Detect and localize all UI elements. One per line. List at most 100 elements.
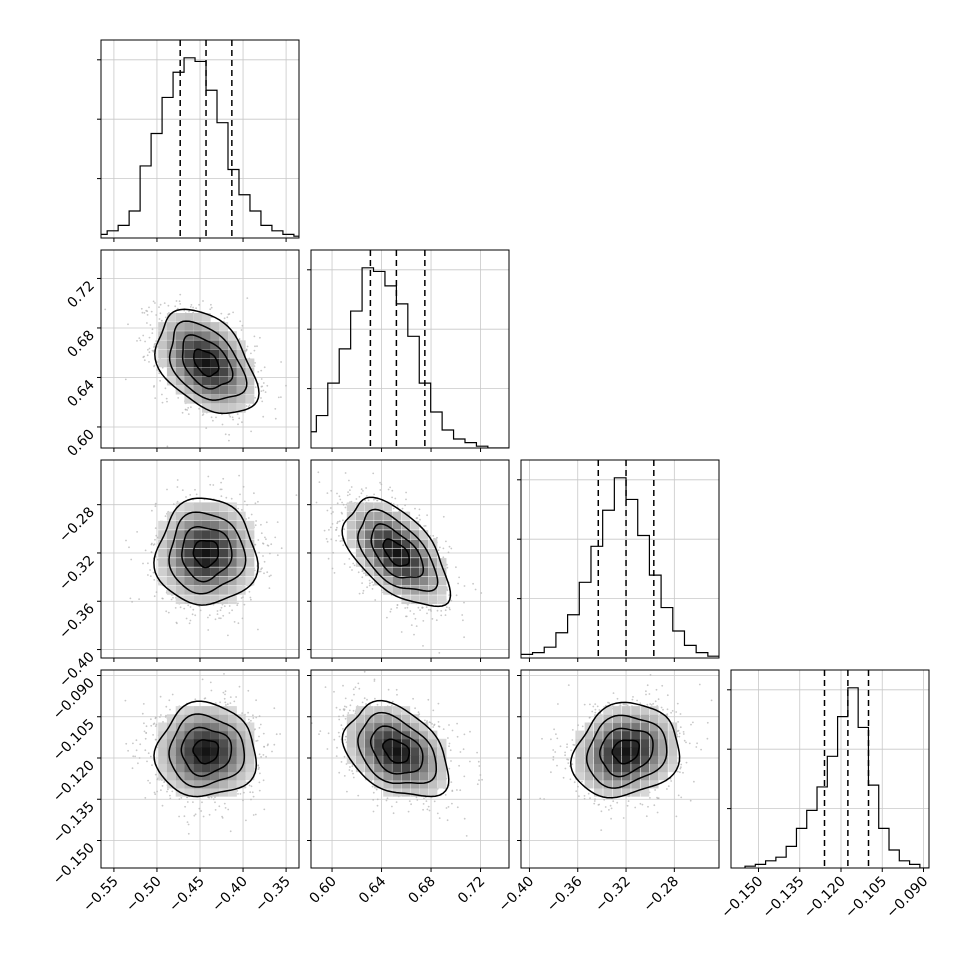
scatter-point bbox=[155, 314, 158, 316]
scatter-point bbox=[662, 708, 664, 711]
scatter-point bbox=[248, 784, 251, 787]
scatter-point bbox=[384, 664, 386, 666]
scatter-point bbox=[410, 803, 412, 806]
scatter-point bbox=[437, 702, 440, 705]
density-cell bbox=[392, 755, 402, 764]
density-cell bbox=[184, 576, 194, 586]
scatter-point bbox=[374, 599, 377, 601]
density-cell bbox=[365, 520, 374, 530]
contour-0 bbox=[193, 348, 220, 378]
scatter-point bbox=[342, 544, 345, 547]
scatter-point bbox=[236, 604, 239, 607]
scatter-point bbox=[374, 697, 376, 700]
density-cell bbox=[236, 520, 246, 530]
density-cell bbox=[175, 771, 185, 781]
scatter-point bbox=[424, 525, 427, 527]
scatter-point bbox=[224, 433, 227, 436]
scatter-point bbox=[676, 702, 679, 705]
scatter-point bbox=[442, 547, 445, 550]
scatter-point bbox=[415, 625, 418, 627]
density-cell bbox=[392, 576, 402, 586]
density-cell bbox=[210, 331, 220, 340]
density-cell bbox=[584, 738, 594, 748]
density-cell bbox=[245, 755, 255, 764]
density-cell bbox=[210, 385, 220, 395]
contour-2 bbox=[357, 711, 438, 785]
density-cell bbox=[175, 747, 185, 756]
scatter-point bbox=[444, 614, 447, 616]
density-cell bbox=[401, 771, 411, 781]
density-cell bbox=[410, 755, 420, 764]
density-cell bbox=[374, 502, 383, 512]
scatter-point bbox=[365, 703, 367, 705]
scatter-point bbox=[609, 804, 612, 807]
scatter-point bbox=[429, 535, 432, 537]
contour-3 bbox=[154, 308, 260, 415]
density-cell bbox=[594, 730, 603, 740]
scatter-point bbox=[266, 384, 269, 387]
scatter-point bbox=[396, 604, 399, 606]
scatter-point bbox=[219, 609, 222, 612]
density-cell bbox=[419, 539, 429, 549]
density-cell bbox=[245, 394, 255, 404]
scatter-point bbox=[636, 699, 638, 702]
density-cell bbox=[184, 502, 194, 512]
scatter-point bbox=[564, 767, 567, 770]
density-cell bbox=[594, 714, 603, 724]
density-cell bbox=[236, 779, 246, 789]
scatter-point bbox=[679, 713, 682, 715]
density-cell bbox=[631, 730, 640, 740]
scatter-point bbox=[138, 598, 141, 600]
scatter-point bbox=[394, 497, 397, 500]
density-cell bbox=[158, 539, 167, 549]
density-cell bbox=[210, 576, 220, 586]
scatter-point bbox=[153, 791, 156, 794]
scatter-point bbox=[677, 721, 679, 723]
scatter-point bbox=[315, 501, 318, 504]
scatter-point bbox=[176, 500, 179, 503]
density-cell bbox=[640, 706, 650, 715]
scatter-point bbox=[677, 770, 679, 773]
panel-0-0 bbox=[97, 39, 300, 242]
scatter-point bbox=[164, 515, 167, 517]
scatter-point bbox=[219, 617, 222, 620]
scatter-point bbox=[477, 760, 480, 763]
density-cell bbox=[166, 349, 176, 359]
scatter-point bbox=[189, 494, 192, 496]
scatter-point bbox=[164, 716, 167, 718]
scatter-point bbox=[679, 726, 682, 729]
density-cell bbox=[621, 714, 631, 724]
scatter-point bbox=[270, 574, 272, 577]
scatter-point bbox=[583, 703, 586, 706]
density-cell bbox=[603, 787, 613, 797]
scatter-point bbox=[212, 484, 215, 486]
scatter-point bbox=[202, 300, 204, 302]
scatter-point bbox=[257, 628, 259, 631]
scatter-point bbox=[357, 794, 360, 797]
scatter-point bbox=[237, 602, 239, 605]
scatter-point bbox=[148, 361, 150, 363]
density-cell bbox=[210, 404, 220, 413]
scatter-point bbox=[336, 492, 338, 495]
scatter-point bbox=[229, 702, 232, 704]
scatter-point bbox=[151, 332, 154, 334]
contour-3 bbox=[341, 699, 450, 798]
scatter-point bbox=[161, 401, 164, 404]
density-cell bbox=[365, 738, 374, 748]
density-cell bbox=[219, 530, 229, 539]
density-cell bbox=[158, 558, 167, 567]
scatter-point bbox=[156, 345, 159, 348]
density-cell bbox=[437, 763, 447, 773]
scatter-point bbox=[646, 684, 649, 687]
scatter-point bbox=[564, 751, 566, 754]
scatter-point bbox=[342, 728, 344, 730]
density-cell bbox=[175, 576, 185, 586]
scatter-point bbox=[449, 749, 452, 752]
scatter-point bbox=[263, 366, 266, 369]
scatter-point bbox=[571, 763, 574, 765]
scatter-point bbox=[254, 396, 256, 399]
density-cell bbox=[166, 722, 176, 732]
density-cell bbox=[236, 385, 246, 395]
scatter-point bbox=[683, 739, 686, 742]
scatter-point bbox=[139, 339, 142, 342]
